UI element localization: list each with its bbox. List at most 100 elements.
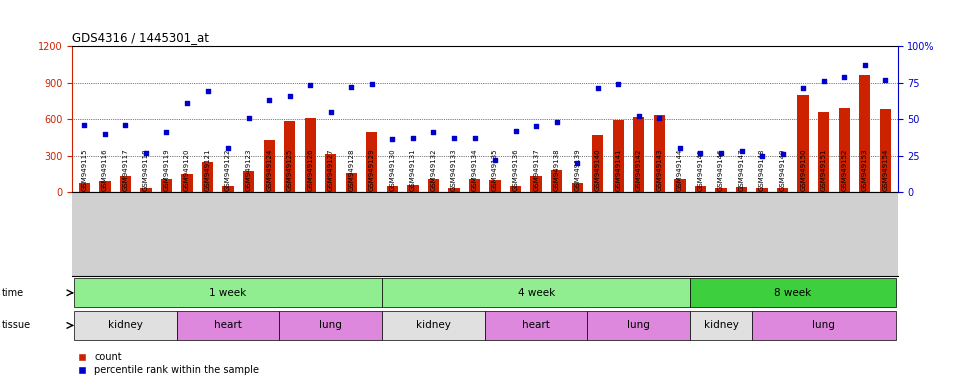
Bar xyxy=(879,109,891,192)
Text: kidney: kidney xyxy=(416,320,451,331)
Point xyxy=(857,62,873,68)
Bar xyxy=(490,180,501,192)
Bar xyxy=(777,189,788,192)
Text: heart: heart xyxy=(214,320,242,331)
Bar xyxy=(279,311,382,340)
Point xyxy=(611,81,626,87)
Bar xyxy=(202,162,213,192)
Point xyxy=(755,152,770,159)
Bar xyxy=(428,179,439,192)
Bar xyxy=(325,154,336,192)
Point xyxy=(118,122,133,128)
Point xyxy=(261,97,276,103)
Point xyxy=(364,81,379,87)
Point xyxy=(200,88,215,94)
Bar xyxy=(407,185,419,192)
Bar xyxy=(736,187,747,192)
Text: 8 week: 8 week xyxy=(774,288,811,298)
Bar xyxy=(346,173,357,192)
Bar xyxy=(387,186,398,192)
Bar xyxy=(74,311,177,340)
Point xyxy=(426,129,442,135)
Point xyxy=(97,131,112,137)
Point xyxy=(241,114,256,121)
Point xyxy=(816,78,831,84)
Bar xyxy=(531,176,541,192)
Point xyxy=(713,149,729,156)
Point xyxy=(775,151,790,157)
Point xyxy=(508,127,523,134)
Bar xyxy=(859,75,871,192)
Bar xyxy=(304,118,316,192)
Bar xyxy=(468,179,480,192)
Point xyxy=(446,135,462,141)
Point xyxy=(344,84,359,90)
Point xyxy=(590,85,606,91)
Point xyxy=(672,145,687,151)
Bar xyxy=(634,117,644,192)
Text: lung: lung xyxy=(320,320,342,331)
Point xyxy=(282,93,298,99)
Bar xyxy=(571,184,583,192)
Bar xyxy=(181,174,193,192)
Bar xyxy=(818,112,829,192)
Bar xyxy=(674,179,685,192)
Point xyxy=(733,148,749,154)
Bar xyxy=(177,311,279,340)
Bar xyxy=(382,311,485,340)
Point xyxy=(877,76,893,83)
Bar xyxy=(485,311,588,340)
Point xyxy=(569,160,585,166)
Bar xyxy=(366,132,377,192)
Bar xyxy=(140,189,152,192)
Text: lung: lung xyxy=(628,320,650,331)
Text: kidney: kidney xyxy=(108,320,143,331)
Legend: count, percentile rank within the sample: count, percentile rank within the sample xyxy=(77,353,259,375)
Text: tissue: tissue xyxy=(2,320,31,331)
Bar xyxy=(798,95,808,192)
Text: lung: lung xyxy=(812,320,835,331)
Point xyxy=(180,100,195,106)
Bar xyxy=(752,311,896,340)
Bar xyxy=(690,278,896,308)
Point xyxy=(77,122,92,128)
Point xyxy=(138,149,154,156)
Point xyxy=(528,123,543,129)
Point xyxy=(158,129,174,135)
Point xyxy=(652,114,667,121)
Bar xyxy=(223,186,233,192)
Bar xyxy=(654,115,665,192)
Bar xyxy=(510,186,521,192)
Bar xyxy=(243,171,254,192)
Bar xyxy=(715,189,727,192)
Point xyxy=(385,136,400,142)
Text: kidney: kidney xyxy=(704,320,738,331)
Bar xyxy=(690,311,752,340)
Text: time: time xyxy=(2,288,24,298)
Bar xyxy=(448,189,460,192)
Point xyxy=(405,135,420,141)
Point xyxy=(796,85,811,91)
Bar xyxy=(99,181,110,192)
Point xyxy=(221,145,236,151)
Bar xyxy=(79,184,90,192)
Point xyxy=(836,74,852,80)
Bar xyxy=(838,108,850,192)
Bar xyxy=(756,189,768,192)
Bar xyxy=(592,135,604,192)
Bar xyxy=(588,311,690,340)
Text: 4 week: 4 week xyxy=(517,288,555,298)
Point xyxy=(631,113,646,119)
Point xyxy=(488,157,503,163)
Point xyxy=(302,83,318,89)
Bar xyxy=(74,278,382,308)
Bar xyxy=(612,120,624,192)
Bar xyxy=(161,179,172,192)
Bar xyxy=(551,170,563,192)
Point xyxy=(693,149,708,156)
Point xyxy=(467,135,482,141)
Bar xyxy=(263,140,275,192)
Bar xyxy=(695,186,707,192)
Text: GDS4316 / 1445301_at: GDS4316 / 1445301_at xyxy=(72,31,209,44)
Bar xyxy=(382,278,690,308)
